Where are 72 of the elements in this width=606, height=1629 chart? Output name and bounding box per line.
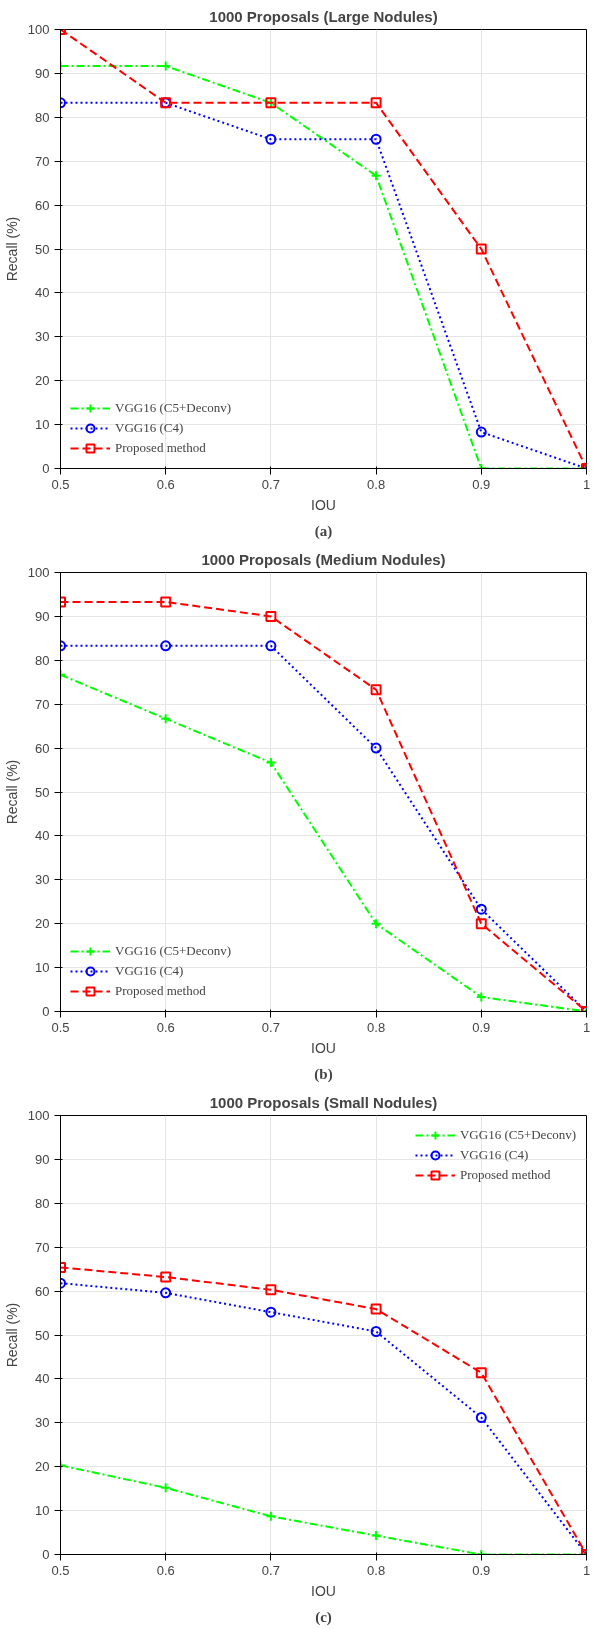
y-tick-label: 50 — [35, 241, 50, 257]
y-tick-label: 20 — [35, 916, 50, 932]
y-tick-label: 100 — [27, 1108, 50, 1123]
y-tick-label: 60 — [35, 740, 50, 756]
y-tick-label: 10 — [35, 417, 50, 433]
chart-title: 1000 Proposals (Large Nodules) — [209, 7, 438, 25]
y-tick-label: 80 — [35, 1195, 50, 1211]
chart-title: 1000 Proposals (Small Nodules) — [209, 1093, 438, 1111]
y-tick-label: 90 — [35, 608, 50, 624]
y-axis-title: Recall (%) — [3, 759, 20, 825]
x-tick-label: 1 — [582, 1562, 591, 1578]
x-tick-label: 0.5 — [51, 1562, 70, 1578]
legend-label: VGG16 (C5+Deconv) — [459, 1127, 576, 1143]
x-axis-title: IOU — [311, 496, 336, 513]
legend-label: VGG16 (C4) — [115, 963, 184, 979]
x-tick-label: 0.9 — [472, 476, 491, 492]
x-axis-title: IOU — [311, 1039, 336, 1056]
x-tick-label: 1 — [582, 1019, 591, 1035]
y-tick-label: 100 — [27, 565, 50, 580]
y-tick-label: 100 — [27, 22, 50, 37]
y-tick-label: 30 — [35, 872, 50, 888]
y-tick-label: 90 — [35, 65, 50, 81]
x-tick-label: 0.7 — [261, 1019, 280, 1035]
x-tick-label: 0.6 — [156, 1019, 175, 1035]
y-tick-label: 0 — [42, 461, 50, 476]
text: (b) — [314, 1065, 333, 1083]
x-tick-label: 0.8 — [367, 476, 386, 492]
legend-label: Proposed method — [115, 440, 206, 456]
y-tick-label: 20 — [35, 1459, 50, 1475]
legend-label: VGG16 (C5+Deconv) — [115, 400, 232, 416]
y-tick-label: 30 — [35, 329, 50, 345]
legend-label: Proposed method — [459, 1167, 551, 1183]
y-tick-label: 0 — [42, 1547, 50, 1562]
y-tick-label: 70 — [35, 1239, 50, 1255]
text: (a) — [314, 522, 333, 540]
y-tick-label: 50 — [35, 1327, 50, 1343]
y-tick-label: 80 — [35, 652, 50, 668]
legend-label: Proposed method — [115, 983, 206, 999]
y-tick-label: 90 — [35, 1151, 50, 1167]
y-tick-label: 20 — [35, 373, 50, 389]
y-tick-label: 10 — [35, 960, 50, 976]
y-tick-label: 60 — [35, 1283, 50, 1299]
x-tick-label: 1 — [582, 476, 591, 492]
x-axis-title: IOU — [311, 1582, 336, 1599]
y-tick-label: 70 — [35, 153, 50, 169]
y-axis-title: Recall (%) — [3, 216, 20, 282]
x-tick-label: 0.7 — [261, 1562, 280, 1578]
x-tick-label: 0.9 — [472, 1562, 491, 1578]
y-tick-label: 80 — [35, 109, 50, 125]
x-tick-label: 0.6 — [156, 1562, 175, 1578]
x-tick-label: 0.6 — [156, 476, 175, 492]
x-tick-label: 0.8 — [367, 1562, 386, 1578]
x-tick-label: 0.8 — [367, 1019, 386, 1035]
x-tick-label: 0.5 — [51, 476, 70, 492]
y-tick-label: 50 — [35, 784, 50, 800]
legend-label: VGG16 (C5+Deconv) — [115, 943, 232, 959]
x-tick-label: 0.9 — [472, 1019, 491, 1035]
x-tick-label: 0.7 — [261, 476, 280, 492]
y-tick-label: 40 — [35, 1371, 50, 1387]
x-tick-label: 0.5 — [51, 1019, 70, 1035]
y-tick-label: 70 — [35, 696, 50, 712]
y-axis-title: Recall (%) — [3, 1302, 20, 1368]
y-tick-label: 40 — [35, 285, 50, 301]
y-tick-label: 40 — [35, 828, 50, 844]
legend-label: VGG16 (C4) — [115, 420, 184, 436]
y-tick-label: 60 — [35, 197, 50, 213]
chart-title: 1000 Proposals (Medium Nodules) — [201, 550, 446, 568]
y-tick-label: 0 — [42, 1004, 50, 1019]
text: (c) — [315, 1608, 332, 1626]
y-tick-label: 30 — [35, 1415, 50, 1431]
y-tick-label: 10 — [35, 1503, 50, 1519]
legend-label: VGG16 (C4) — [459, 1147, 529, 1163]
